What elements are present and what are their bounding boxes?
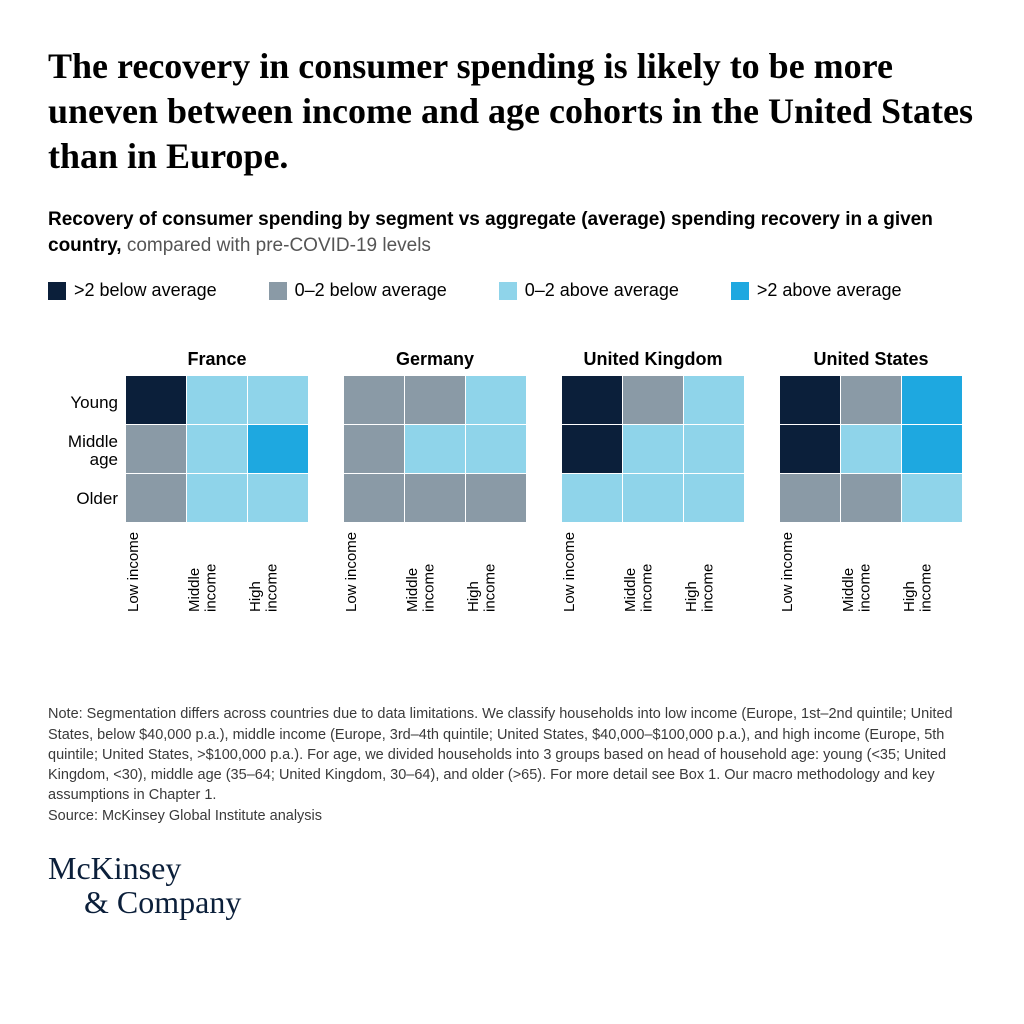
heatmap-cell — [344, 376, 404, 424]
heatmap-cell — [466, 474, 526, 522]
heatmap-grid — [126, 376, 308, 522]
col-label: High income — [684, 530, 744, 614]
heatmap-cell — [248, 425, 308, 473]
heatmap-cell — [187, 376, 247, 424]
col-label: Low income — [780, 530, 840, 614]
subtitle: Recovery of consumer spending by segment… — [48, 207, 976, 258]
country-panel: Germany Low incomeMiddle incomeHigh incom… — [344, 349, 526, 614]
row-label: Young — [48, 379, 118, 427]
heatmap-cell — [902, 474, 962, 522]
col-label: Low income — [562, 530, 622, 614]
heatmap-cell — [344, 474, 404, 522]
country-name: United Kingdom — [584, 349, 723, 370]
heatmap-cell — [780, 425, 840, 473]
heatmap-cell — [623, 376, 683, 424]
heatmap-cell — [405, 474, 465, 522]
legend-swatch — [731, 282, 749, 300]
legend-swatch — [48, 282, 66, 300]
country-panel: United Kingdom Low incomeMiddle incomeHig… — [562, 349, 744, 614]
row-labels: YoungMiddle ageOlder — [48, 379, 126, 523]
col-labels: Low incomeMiddle incomeHigh income — [780, 530, 962, 614]
col-label: High income — [248, 530, 308, 614]
row-label: Older — [48, 475, 118, 523]
legend-swatch — [499, 282, 517, 300]
col-label: High income — [902, 530, 962, 614]
heatmap-cell — [405, 425, 465, 473]
heatmap-cell — [187, 425, 247, 473]
legend-item: 0–2 above average — [499, 280, 679, 301]
heatmap-cell — [623, 474, 683, 522]
footnote-source: Source: McKinsey Global Institute analys… — [48, 808, 322, 824]
heatmap-cell — [344, 425, 404, 473]
col-label: Middle income — [623, 530, 683, 614]
heatmap-cell — [902, 425, 962, 473]
countries-container: FranceLow incomeMiddle incomeHigh income… — [126, 349, 976, 614]
heatmap-cell — [684, 376, 744, 424]
heatmap-cell — [126, 425, 186, 473]
legend-item: 0–2 below average — [269, 280, 447, 301]
heatmap-cell — [562, 376, 622, 424]
country-panel: United States Low incomeMiddle incomeHigh… — [780, 349, 962, 614]
heatmap-grid — [562, 376, 744, 522]
country-name: Germany — [396, 349, 474, 370]
heatmap-cell — [780, 376, 840, 424]
footnote: Note: Segmentation differs across countr… — [48, 704, 976, 826]
legend-item: >2 below average — [48, 280, 217, 301]
legend-label: >2 above average — [757, 280, 902, 301]
heatmap-cell — [126, 376, 186, 424]
heatmap-cell — [780, 474, 840, 522]
brand-line1: McKinsey — [48, 852, 976, 886]
footnote-note: Note: Segmentation differs across countr… — [48, 706, 953, 803]
heatmap-cell — [623, 425, 683, 473]
brand-line2: & Company — [48, 886, 976, 920]
legend-label: >2 below average — [74, 280, 217, 301]
heatmap-cell — [841, 425, 901, 473]
row-label: Middle age — [48, 427, 118, 475]
heatmap-grid-area: YoungMiddle ageOlder FranceLow incomeMid… — [48, 349, 976, 614]
subtitle-light: compared with pre-COVID-19 levels — [122, 235, 431, 256]
country-name: France — [187, 349, 246, 370]
heatmap-cell — [187, 474, 247, 522]
col-label: Middle income — [187, 530, 247, 614]
legend-swatch — [269, 282, 287, 300]
col-label: Low income — [344, 530, 404, 614]
col-label: Low income — [126, 530, 186, 614]
heatmap-cell — [841, 474, 901, 522]
heatmap-cell — [684, 474, 744, 522]
brand-logo: McKinsey & Company — [48, 852, 976, 919]
col-labels: Low incomeMiddle incomeHigh income — [344, 530, 526, 614]
heatmap-cell — [248, 376, 308, 424]
legend: >2 below average 0–2 below average 0–2 abo… — [48, 280, 976, 301]
heatmap-cell — [466, 425, 526, 473]
heatmap-cell — [562, 425, 622, 473]
legend-item: >2 above average — [731, 280, 902, 301]
heatmap-cell — [562, 474, 622, 522]
heatmap-cell — [248, 474, 308, 522]
heatmap-cell — [902, 376, 962, 424]
heatmap-cell — [466, 376, 526, 424]
country-panel: France Low incomeMiddle incomeHigh income — [126, 349, 308, 614]
legend-label: 0–2 above average — [525, 280, 679, 301]
col-labels: Low incomeMiddle incomeHigh income — [126, 530, 308, 614]
heatmap-grid — [780, 376, 962, 522]
country-name: United States — [813, 349, 928, 370]
heatmap-cell — [841, 376, 901, 424]
col-label: High income — [466, 530, 526, 614]
legend-label: 0–2 below average — [295, 280, 447, 301]
col-label: Middle income — [405, 530, 465, 614]
page-title: The recovery in consumer spending is lik… — [48, 44, 976, 179]
col-labels: Low incomeMiddle incomeHigh income — [562, 530, 744, 614]
heatmap-cell — [684, 425, 744, 473]
heatmap-cell — [126, 474, 186, 522]
heatmap-grid — [344, 376, 526, 522]
heatmap-cell — [405, 376, 465, 424]
col-label: Middle income — [841, 530, 901, 614]
